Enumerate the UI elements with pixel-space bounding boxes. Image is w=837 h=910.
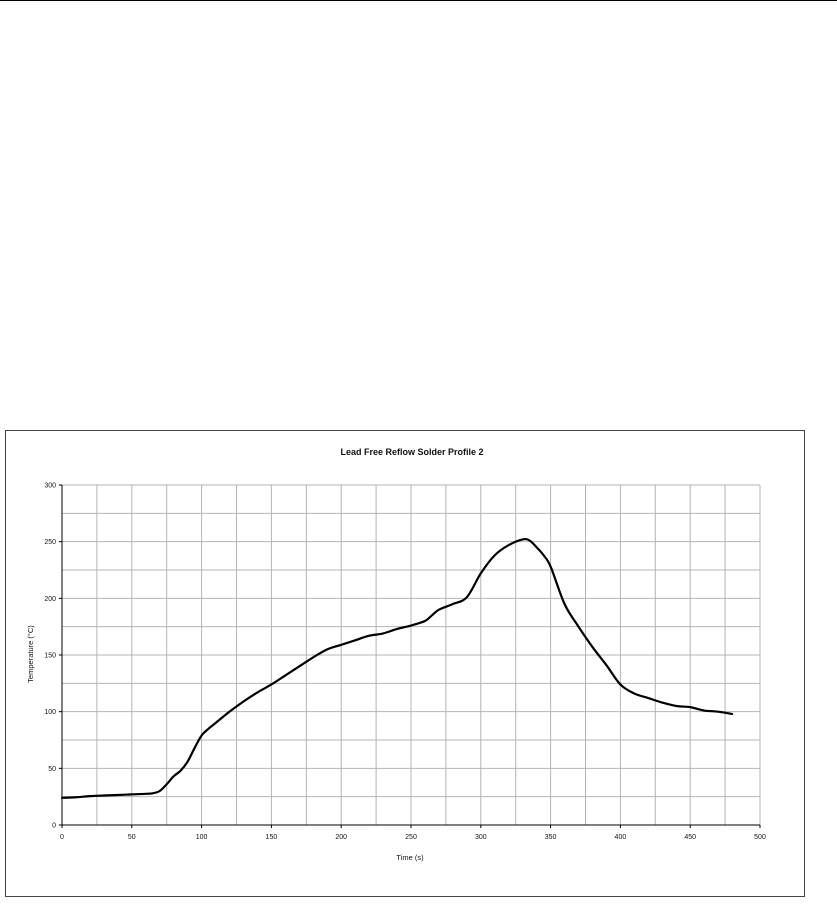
x-tick-label: 450: [684, 834, 696, 841]
chart-grid: [61, 484, 761, 826]
y-axis-label: Temperature (°C): [26, 625, 35, 683]
y-tick-label: 50: [48, 766, 56, 773]
x-tick-label: 400: [615, 834, 627, 841]
x-tick-label: 350: [545, 834, 557, 841]
x-tick-label: 500: [754, 834, 766, 841]
x-axis-label: Time (s): [396, 853, 424, 862]
top-rule: [0, 0, 837, 1]
x-tick-label: 300: [475, 834, 487, 841]
y-tick-label: 100: [44, 709, 56, 716]
chart-series: [60, 537, 734, 799]
temperature-series-line: [60, 537, 734, 799]
x-tick-label: 0: [60, 834, 64, 841]
y-tick-label: 250: [44, 539, 56, 546]
x-tick-label: 50: [128, 834, 136, 841]
chart-frame: [5, 430, 805, 897]
y-tick-label: 300: [44, 483, 56, 490]
x-tick-label: 200: [335, 834, 347, 841]
x-tick-label: 100: [196, 834, 208, 841]
x-tick-label: 250: [405, 834, 417, 841]
chart-axes: 0 50 100 150 200 250 300 350 400 450 500 0 50 100 150 2…: [44, 483, 766, 842]
y-tick-label: 150: [44, 653, 56, 660]
y-tick-label: 200: [44, 596, 56, 603]
x-tick-label: 150: [266, 834, 278, 841]
y-tick-label: 0: [52, 823, 56, 830]
chart-title: Lead Free Reflow Solder Profile 2: [340, 447, 483, 457]
